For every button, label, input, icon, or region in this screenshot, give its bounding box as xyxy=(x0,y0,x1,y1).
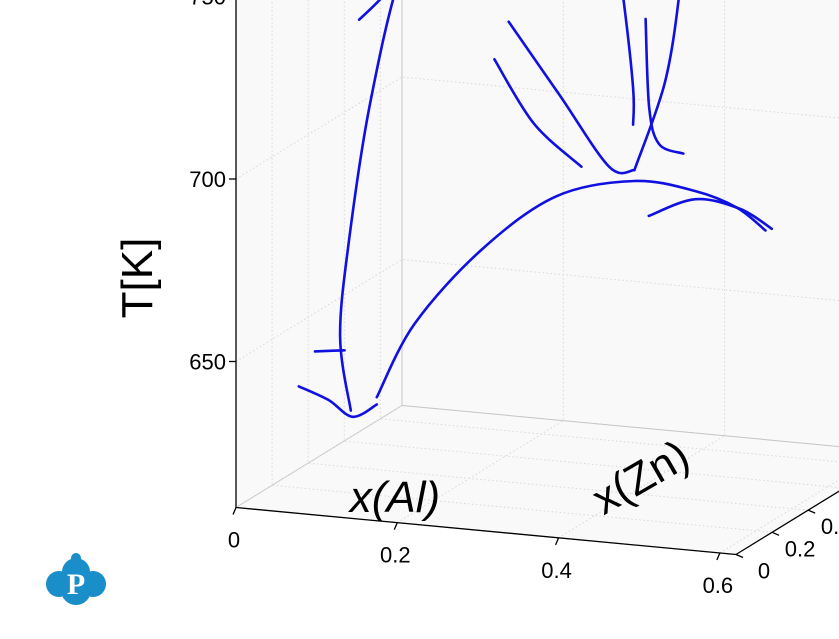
phase-curve xyxy=(375,179,767,399)
z-tick-label: 700 xyxy=(189,167,226,192)
phase-curve xyxy=(507,20,636,175)
x-tick-mark xyxy=(554,537,560,546)
phase-curve xyxy=(633,0,680,172)
phase-curve xyxy=(644,17,685,155)
z-tick-label: 750 xyxy=(189,0,226,10)
pandat-logo: P xyxy=(46,553,106,605)
phase-curve xyxy=(338,0,636,412)
y-tick-mark xyxy=(735,553,744,559)
y-axis-line xyxy=(735,490,839,556)
y-tick-mark xyxy=(807,509,816,514)
y-tick-label: 0.4 xyxy=(821,514,839,539)
x-grid-line xyxy=(235,0,403,508)
back-right-pane xyxy=(401,0,839,448)
phase-curve xyxy=(493,58,583,168)
x-tick-label: 0.2 xyxy=(380,543,411,568)
phase-curve xyxy=(647,197,774,231)
z-axis-title: T[K] xyxy=(113,238,162,319)
z-tick-label: 650 xyxy=(189,350,226,375)
y-grid-line xyxy=(271,0,773,533)
x-tick-mark xyxy=(232,507,237,515)
x-grid-line xyxy=(558,0,726,539)
x-grid-line xyxy=(397,0,564,524)
axis-lines xyxy=(229,0,839,561)
x-grid-line xyxy=(719,479,839,554)
phase-boundary-curves xyxy=(297,0,774,419)
x-tick-label: 0.4 xyxy=(541,558,572,583)
phase-curve xyxy=(313,349,346,353)
y-tick-mark xyxy=(771,531,780,536)
axis-panes xyxy=(234,0,839,556)
phase-curve xyxy=(297,385,379,419)
y-tick-label: 0 xyxy=(758,559,770,584)
logo-letter: P xyxy=(67,568,85,601)
x-tick-labels: 0 0.2 0.4 0.6 xyxy=(228,528,733,598)
z-tick-labels: 650700750800 xyxy=(189,0,226,375)
x-tick-label: 0 xyxy=(228,528,240,553)
z-grid-line xyxy=(235,76,839,180)
x-tick-mark xyxy=(393,522,398,530)
x-axis-title: x(Al) xyxy=(348,473,440,522)
y-tick-labels: 00.20.40.60.8 xyxy=(758,514,839,584)
x-tick-label: 0.6 xyxy=(703,573,734,598)
x-axis-line xyxy=(235,506,737,556)
x-tick-mark xyxy=(716,552,721,561)
z-grid-line xyxy=(235,258,839,362)
y-tick-label: 0.2 xyxy=(785,536,816,561)
phase-curve xyxy=(357,0,382,21)
